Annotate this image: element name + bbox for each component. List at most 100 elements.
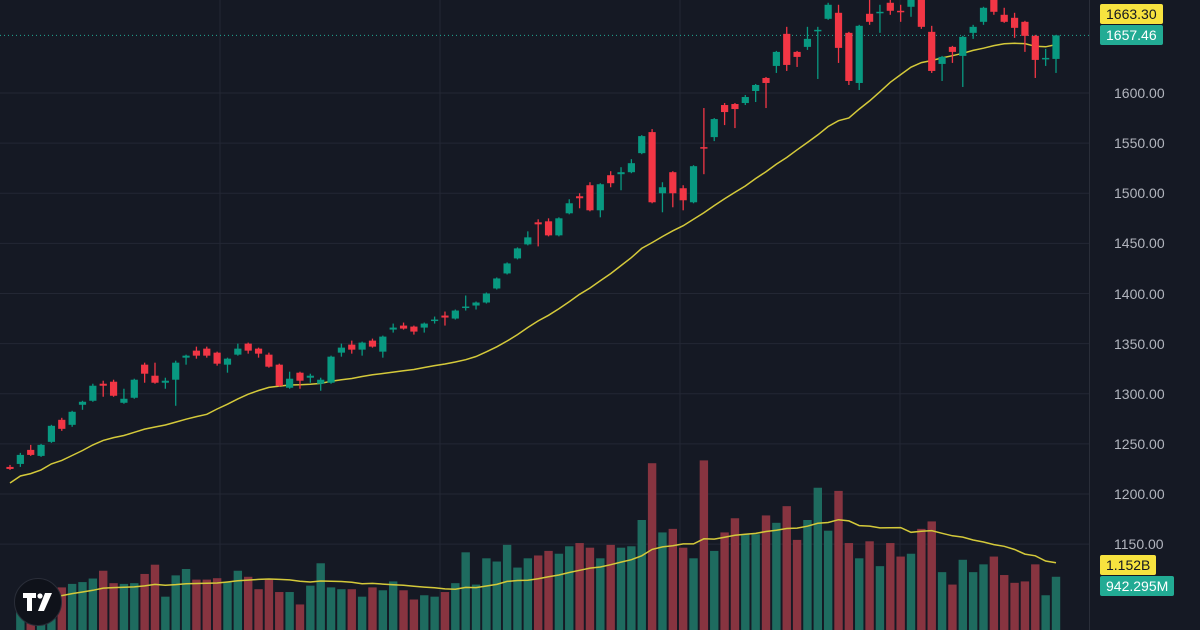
candle-down — [948, 46, 957, 52]
volume-bar — [1041, 595, 1050, 630]
volume-bar — [88, 578, 98, 630]
volume-bar — [440, 592, 450, 630]
volume-bar — [1010, 582, 1019, 630]
candle-down — [1010, 17, 1019, 28]
candle-up — [37, 444, 45, 456]
volume-bar — [875, 566, 885, 630]
volume-bar — [523, 558, 533, 630]
volume-bar — [57, 587, 66, 630]
price-tick-label: 1350.00 — [1114, 335, 1165, 352]
candle-down — [720, 105, 729, 113]
candle-down — [1031, 35, 1039, 60]
price-tick-label: 1250.00 — [1114, 435, 1165, 452]
volume-bar — [202, 579, 211, 630]
candle-down — [1000, 14, 1008, 22]
candle-down — [534, 222, 542, 225]
candle-down — [928, 31, 936, 71]
price-tick-label: 1600.00 — [1114, 85, 1165, 101]
candle-up — [78, 401, 87, 405]
candle-down — [141, 364, 149, 374]
volume-bar — [109, 583, 118, 630]
candle-down — [783, 33, 791, 65]
volume-bar — [1020, 581, 1030, 630]
candle-up — [120, 398, 128, 403]
candlestick-chart[interactable] — [0, 0, 1090, 630]
volume-bar — [596, 558, 605, 630]
last-price-label: 1657.46 — [1100, 25, 1163, 46]
candle-down — [731, 104, 739, 110]
volume-bars — [16, 460, 1061, 630]
candle-up — [752, 84, 760, 91]
candle-down — [203, 348, 211, 356]
candle-up — [472, 302, 480, 306]
volume-bar — [979, 564, 988, 630]
candle-up — [358, 342, 366, 350]
candle-down — [399, 325, 408, 329]
candle-down — [58, 419, 66, 429]
volume-bar — [917, 528, 926, 630]
candle-down — [886, 2, 894, 11]
candle-down — [990, 0, 998, 12]
candle-up — [451, 310, 459, 319]
volume-bar — [865, 541, 874, 630]
volume-bar — [565, 546, 574, 630]
candle-up — [1052, 35, 1060, 59]
price-axis[interactable]: 1600.00 1550.00 1500.00 1450.00 1400.00 1350.… — [1090, 0, 1200, 630]
candle-down — [679, 188, 687, 201]
candle-up — [317, 379, 325, 384]
volume-bar — [275, 592, 284, 630]
volume-bar — [813, 487, 823, 630]
volume-bar — [658, 532, 667, 630]
volume-bar — [772, 522, 781, 630]
tradingview-logo[interactable] — [14, 578, 62, 626]
candle-down — [762, 77, 770, 83]
candle-up — [876, 11, 884, 14]
candle-up — [565, 203, 573, 214]
candle-down — [254, 348, 263, 354]
volume-bar — [181, 568, 191, 630]
grid — [0, 0, 1090, 630]
candle-up — [493, 278, 501, 289]
candle-down — [348, 344, 356, 350]
volume-bar — [482, 558, 491, 630]
candle-up — [389, 327, 397, 330]
volume-bar — [492, 561, 501, 630]
volume-bar — [368, 587, 377, 630]
candle-down — [669, 172, 677, 194]
volume-bar — [78, 582, 87, 630]
candle-up — [482, 293, 490, 303]
volume-bar — [741, 534, 750, 630]
candle-up — [658, 187, 667, 194]
candle-down — [1021, 21, 1029, 36]
volume-bar — [668, 528, 678, 630]
candle-down — [410, 326, 418, 332]
candle-down — [576, 196, 584, 199]
volume-bar — [295, 604, 305, 630]
price-moving-average-line — [9, 42, 1057, 484]
candle-up — [617, 172, 625, 175]
volume-bar — [937, 572, 947, 630]
volume-bar — [720, 532, 729, 630]
candle-down — [586, 185, 594, 211]
volume-bar — [751, 534, 760, 630]
volume-bar — [886, 543, 895, 630]
price-tick-label: 1550.00 — [1114, 135, 1165, 152]
volume-bar — [150, 564, 160, 630]
volume-bar — [834, 490, 843, 630]
volume-bar — [678, 547, 688, 630]
volume-bar — [471, 584, 481, 630]
candle-up — [503, 263, 511, 274]
candle-down — [275, 364, 283, 386]
volume-bar — [730, 518, 740, 630]
candle-down — [700, 147, 708, 149]
volume-moving-average-line — [20, 518, 1057, 605]
candle-up — [431, 319, 439, 322]
candle-down — [151, 375, 159, 383]
candle-down — [192, 350, 201, 356]
volume-bar — [399, 590, 408, 630]
candle-up — [513, 248, 522, 259]
candle-up — [420, 323, 428, 328]
candle-up — [327, 356, 335, 383]
candle-up — [1042, 57, 1050, 60]
volume-bar — [388, 581, 398, 630]
